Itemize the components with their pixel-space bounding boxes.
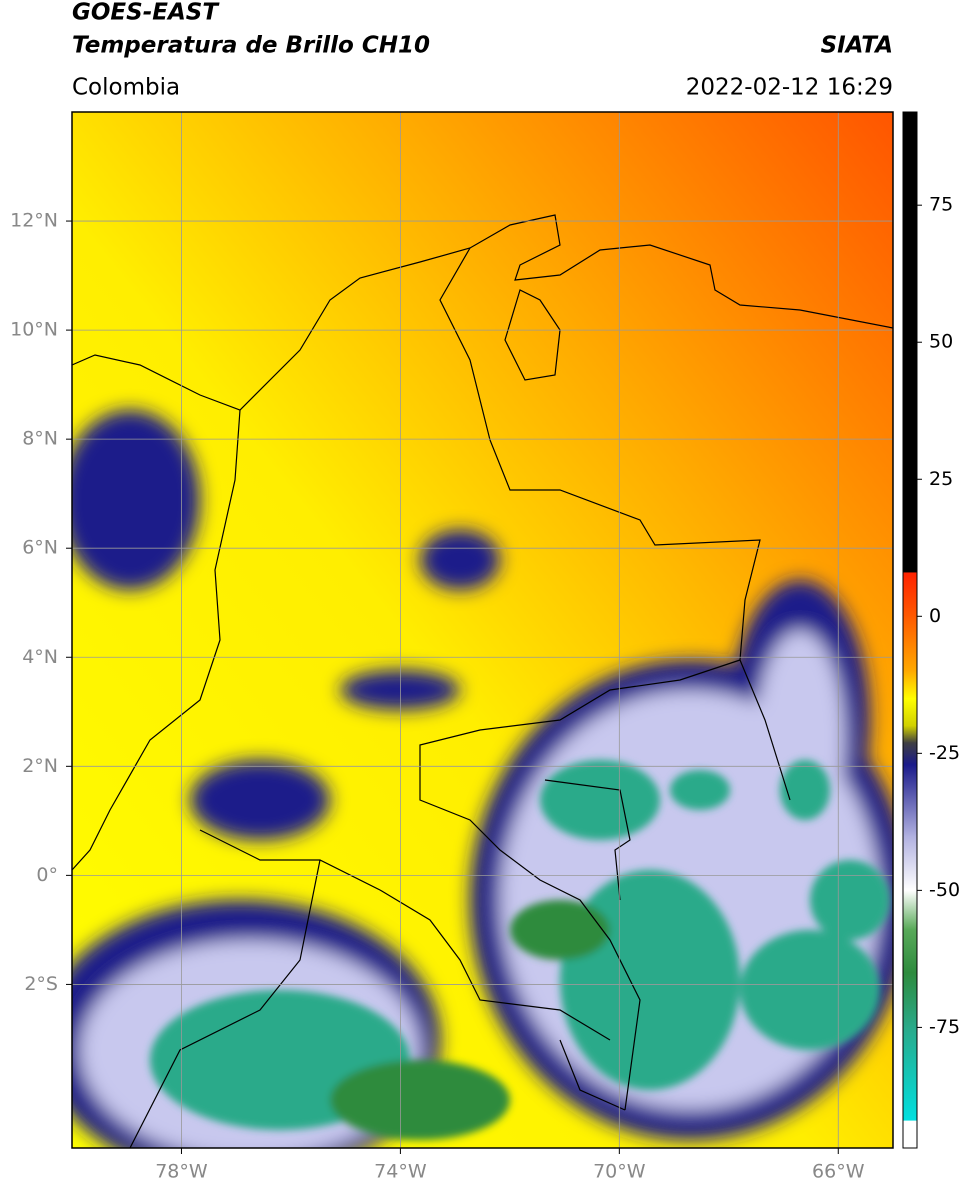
title: GOES-EAST: [72, 0, 220, 26]
y-tick-label: 10°N: [10, 319, 58, 341]
boundaries: [72, 214, 893, 1148]
colorbar-segment: [903, 112, 917, 573]
colorbar-tick-label: 0: [929, 605, 941, 627]
colorbar-tick-label: 50: [929, 331, 953, 353]
y-tick-label: 4°N: [22, 646, 58, 668]
map-frame: [71, 111, 894, 1149]
colorbar-segment: [903, 1027, 917, 1122]
colorbar-segment: [903, 890, 917, 930]
region: Colombia: [72, 75, 180, 101]
colorbar-tick-label: -75: [929, 1016, 960, 1038]
title: Temperatura de Brillo CH10: [72, 33, 430, 59]
colorbar-tick-label: 75: [929, 194, 953, 216]
x-tick-label: 66°W: [812, 1161, 865, 1183]
colorbar-segment: [903, 616, 917, 672]
datetime: 2022-02-12 16:29: [686, 75, 893, 101]
colorbar-segment: [903, 1120, 917, 1149]
y-tick-label: 6°N: [22, 537, 58, 559]
colorbar-segment: [903, 725, 917, 743]
y-tick-label: 8°N: [22, 428, 58, 450]
x-tick-label: 74°W: [374, 1161, 427, 1183]
colorbar-segment: [903, 972, 917, 1028]
y-tick-label: 2°N: [22, 755, 58, 777]
satellite-image: [72, 112, 893, 1148]
colorbar-segment: [903, 835, 917, 891]
source: SIATA: [821, 33, 893, 59]
colorbar-segment: [903, 928, 917, 974]
colorbar-tick-label: 25: [929, 468, 953, 490]
grid: [72, 112, 893, 1148]
x-tick-label: 78°W: [155, 1161, 208, 1183]
y-tick-label: 0°: [36, 864, 58, 886]
colorbar: -75 -50 -25 0 25 50 75: [902, 111, 960, 1149]
colorbar-segment: [903, 764, 917, 837]
x-tick-label: 70°W: [593, 1161, 646, 1183]
colorbar-tick-label: -25: [929, 742, 960, 764]
colorbar-segment: [903, 671, 917, 700]
colorbar-frame: [902, 111, 918, 1149]
colorbar-tick-label: -50: [929, 879, 960, 901]
colorbar-segment: [903, 572, 917, 617]
colorbar-segment: [903, 742, 917, 765]
y-tick-label: 12°N: [10, 210, 58, 232]
y-tick-label: 2°S: [24, 973, 58, 995]
colorbar-segment: [903, 698, 917, 727]
cold-tops: [150, 760, 890, 1140]
